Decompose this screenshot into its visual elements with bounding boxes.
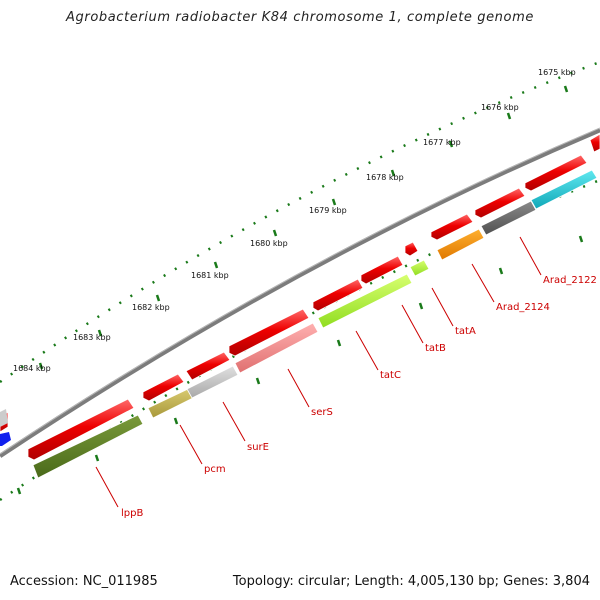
gene-lppB-bar bbox=[32, 414, 144, 479]
reverse-genes bbox=[0, 169, 598, 479]
gene-Arad-2123-bar bbox=[480, 200, 537, 236]
tick-label-1676: 1676 kbp bbox=[481, 103, 519, 112]
gene-label-surE: surE bbox=[247, 442, 269, 453]
gene-Arad-2124-bar bbox=[436, 228, 485, 261]
gene-surE-bar bbox=[186, 365, 239, 399]
scale-ring bbox=[0, 60, 600, 384]
tick-label-1683: 1683 kbp bbox=[73, 333, 111, 342]
forward-genes bbox=[0, 133, 600, 461]
gene-Arad-2122-bar bbox=[530, 169, 598, 210]
gene-edge-grey bbox=[0, 409, 8, 427]
genome-backbone bbox=[0, 127, 600, 458]
gene-tatC-bar bbox=[317, 273, 413, 329]
gene-forward-8 bbox=[404, 241, 419, 257]
outer-major-ticks bbox=[38, 85, 569, 370]
inner-major-ticks bbox=[16, 235, 584, 495]
gene-label-serS: serS bbox=[311, 407, 333, 418]
gene-labels: lppB pcm surE serS tatC tatB tatA Arad_2… bbox=[121, 275, 597, 519]
gene-label-Arad-2124: Arad_2124 bbox=[496, 302, 550, 313]
gene-forward-5 bbox=[228, 308, 310, 357]
gene-forward-2 bbox=[27, 398, 135, 461]
gene-label-tatC: tatC bbox=[380, 370, 401, 381]
tick-label-1684: 1684 kbp bbox=[13, 364, 51, 373]
topology-text: Topology: circular; Length: 4,005,130 bp… bbox=[232, 574, 590, 589]
gene-forward-11 bbox=[524, 154, 588, 192]
gene-forward-10 bbox=[474, 187, 526, 219]
gene-forward-3 bbox=[142, 373, 185, 402]
gene-label-pcm: pcm bbox=[204, 464, 226, 475]
gene-tatB-bar bbox=[409, 259, 430, 277]
tick-label-1675: 1675 kbp bbox=[538, 68, 576, 77]
gene-forward-4 bbox=[185, 351, 231, 381]
gene-forward-7 bbox=[360, 255, 404, 285]
tick-label-1679: 1679 kbp bbox=[309, 206, 347, 215]
gene-label-tatB: tatB bbox=[425, 343, 446, 354]
gene-forward-6 bbox=[312, 278, 364, 312]
gene-pcm-bar bbox=[147, 388, 194, 419]
tick-label-1682: 1682 kbp bbox=[132, 303, 170, 312]
accession-text: Accession: NC_011985 bbox=[10, 574, 158, 589]
gene-forward-9 bbox=[430, 213, 474, 241]
gene-label-lppB: lppB bbox=[121, 508, 143, 519]
tick-label-1681: 1681 kbp bbox=[191, 271, 229, 280]
tick-label-1678: 1678 kbp bbox=[366, 173, 404, 182]
map-title: Agrobacterium radiobacter K84 chromosome… bbox=[66, 10, 534, 25]
tick-labels: 1675 kbp 1676 kbp 1677 kbp 1678 kbp 1679… bbox=[13, 68, 576, 373]
label-leaders bbox=[95, 236, 542, 508]
gene-label-tatA: tatA bbox=[455, 326, 476, 337]
gene-forward-12 bbox=[589, 133, 600, 153]
gene-label-Arad-2122: Arad_2122 bbox=[543, 275, 597, 286]
tick-label-1680: 1680 kbp bbox=[250, 239, 288, 248]
gene-serS-bar bbox=[234, 322, 319, 374]
gene-edge-blue bbox=[0, 432, 11, 446]
tick-label-1677: 1677 kbp bbox=[423, 138, 461, 147]
